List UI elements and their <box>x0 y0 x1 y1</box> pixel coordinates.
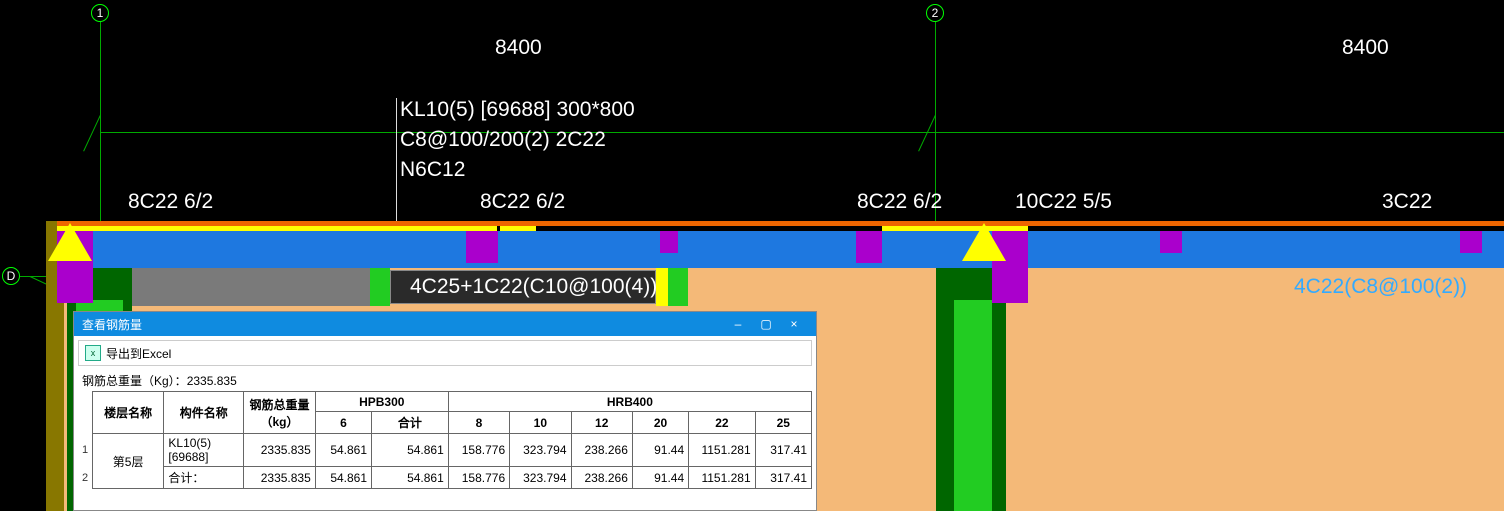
col-group2: HRB400 <box>448 392 811 412</box>
purple-col <box>57 267 93 303</box>
fill-gray <box>132 268 390 306</box>
cell-total: 2335.835 <box>244 467 316 489</box>
cell: 317.41 <box>755 467 811 489</box>
table-row[interactable]: 1 第5层 KL10(5)[69688] 2335.835 54.861 54.… <box>78 434 812 467</box>
purple-box <box>466 231 498 263</box>
row-num: 1 <box>78 434 92 467</box>
cell: 158.776 <box>448 467 509 489</box>
gridline-tick <box>83 115 101 152</box>
rebar-label: 10C22 5/5 <box>1015 190 1112 214</box>
seg-green <box>668 268 688 306</box>
window-maximize-button[interactable]: ▢ <box>752 314 780 334</box>
beam-line2: C8@100/200(2) 2C22 <box>400 128 606 152</box>
cell: 238.266 <box>571 434 632 467</box>
summary-value: 2335.835 <box>187 374 237 388</box>
rebar-table[interactable]: 楼层名称 构件名称 钢筋总重量（kg） HPB300 HRB400 6 合计 8… <box>78 391 812 489</box>
cell: 54.861 <box>315 434 371 467</box>
rebar-label: 8C22 6/2 <box>857 190 942 214</box>
cell: 1151.281 <box>689 434 755 467</box>
subcol: 25 <box>755 412 811 434</box>
cell: 323.794 <box>510 434 571 467</box>
rebar-bottom-label-1: 4C25+1C22(C10@100(4)) <box>410 275 657 299</box>
band-blue <box>57 231 1504 268</box>
dim-line <box>935 132 1504 133</box>
cell: 91.44 <box>632 467 688 489</box>
cell: 54.861 <box>372 467 449 489</box>
bubble-text: 2 <box>932 6 939 20</box>
bubble-text: 1 <box>97 6 104 20</box>
subcol: 20 <box>632 412 688 434</box>
beam-line3: N6C12 <box>400 158 465 182</box>
cell: 91.44 <box>632 434 688 467</box>
leader-line <box>396 98 397 222</box>
purple-box <box>1460 231 1482 253</box>
cell-floor: 第5层 <box>92 434 164 489</box>
subcol: 12 <box>571 412 632 434</box>
seg-green <box>370 268 390 306</box>
rebar-label: 8C22 6/2 <box>480 190 565 214</box>
purple-box <box>856 231 882 263</box>
cell-member: KL10(5)[69688] <box>164 434 244 467</box>
beam-line1: KL10(5) [69688] 300*800 <box>400 98 635 122</box>
export-excel-button[interactable]: 导出到Excel <box>106 345 171 362</box>
cell: 54.861 <box>315 467 371 489</box>
dim-label-2: 8400 <box>1342 36 1389 60</box>
col-group1: HPB300 <box>315 392 448 412</box>
subcol: 8 <box>448 412 509 434</box>
gridline-1 <box>100 20 101 230</box>
cell: 1151.281 <box>689 467 755 489</box>
seg-yellow <box>656 268 668 306</box>
marker-triangle <box>962 223 1006 261</box>
cell: 158.776 <box>448 434 509 467</box>
marker-triangle <box>48 223 92 261</box>
row-num: 2 <box>78 467 92 489</box>
col-member: 构件名称 <box>164 392 244 434</box>
dialog-titlebar[interactable]: 查看钢筋量 – ▢ × <box>74 312 816 336</box>
rebar-bottom-label-2: 4C22(C8@100(2)) <box>1294 275 1467 299</box>
subcol: 10 <box>510 412 571 434</box>
subcol: 合计 <box>372 412 449 434</box>
column-2-lime <box>954 300 992 511</box>
dialog-title: 查看钢筋量 <box>82 316 142 333</box>
subcol: 6 <box>315 412 371 434</box>
cell-total: 2335.835 <box>244 434 316 467</box>
purple-col <box>992 267 1028 303</box>
window-close-button[interactable]: × <box>780 314 808 334</box>
summary-line: 钢筋总重量（Kg）：2335.835 <box>74 370 816 391</box>
dim-label-1: 8400 <box>495 36 542 60</box>
rebar-label: 3C22 <box>1382 190 1432 214</box>
bubble-text: D <box>7 269 16 283</box>
grid-bubble-1: 1 <box>91 4 109 22</box>
rebar-qty-dialog[interactable]: 查看钢筋量 – ▢ × x 导出到Excel 钢筋总重量（Kg）：2335.83… <box>73 311 817 511</box>
cell: 54.861 <box>372 434 449 467</box>
rebar-label: 8C22 6/2 <box>128 190 213 214</box>
gridline-tick <box>918 115 936 152</box>
cell-member: 合计： <box>164 467 244 489</box>
col-floor: 楼层名称 <box>92 392 164 434</box>
grid-bubble-2: 2 <box>926 4 944 22</box>
window-minimize-button[interactable]: – <box>724 314 752 334</box>
subcol: 22 <box>689 412 755 434</box>
col-total: 钢筋总重量（kg） <box>244 392 316 434</box>
cell: 238.266 <box>571 467 632 489</box>
cell: 323.794 <box>510 467 571 489</box>
cell: 317.41 <box>755 434 811 467</box>
table-row[interactable]: 2 合计： 2335.835 54.861 54.861 158.776 323… <box>78 467 812 489</box>
dialog-toolbar: x 导出到Excel <box>78 340 812 366</box>
excel-icon: x <box>85 345 101 361</box>
purple-box <box>660 231 678 253</box>
summary-label: 钢筋总重量（Kg）： <box>82 374 187 388</box>
grid-bubble-d: D <box>2 267 20 285</box>
purple-box <box>1160 231 1182 253</box>
